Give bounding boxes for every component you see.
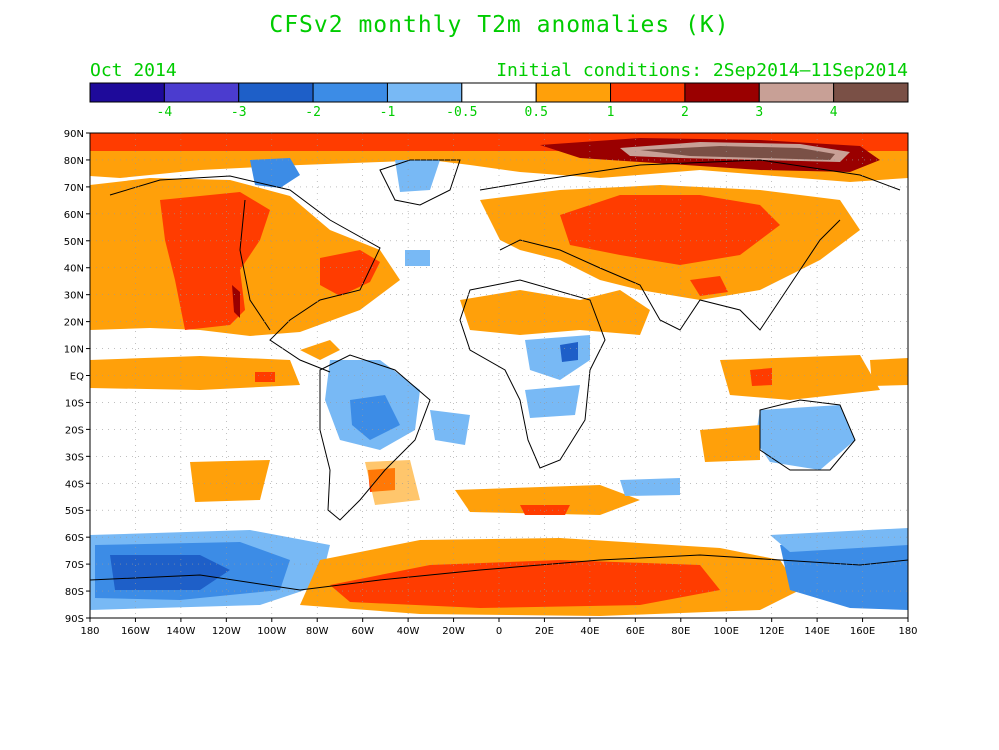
southern-ocean-red [520, 505, 570, 515]
lon-label: 60E [626, 626, 645, 637]
lon-label: 120E [759, 626, 784, 637]
e-pacific-orange [870, 358, 908, 386]
lon-label: 140W [166, 626, 195, 637]
coast-antarctica [90, 554, 908, 591]
n-africa-orange [460, 290, 650, 335]
forecast-month-label: Oct 2014 [90, 60, 177, 81]
lat-label: 50N [64, 237, 84, 248]
lat-label: 70S [65, 560, 84, 571]
anomaly-fields [90, 133, 908, 616]
lat-label: 10N [64, 345, 84, 356]
coast-australia [759, 399, 856, 471]
lon-label: 40E [580, 626, 599, 637]
colorbar-label: -0.5 [446, 105, 477, 120]
s-america-blue-dark [350, 395, 400, 440]
lon-label: 0 [496, 626, 502, 637]
lon-label: 20W [442, 626, 465, 637]
lat-label: 50S [65, 506, 84, 517]
lon-label: 80W [306, 626, 329, 637]
africa-blue-dark [560, 342, 578, 362]
coast-greenland [379, 159, 461, 206]
siberia-brown [640, 146, 835, 160]
pacific-tropical-orange [90, 356, 300, 390]
lat-label: 20S [65, 425, 84, 436]
coast-africa [459, 279, 606, 469]
lon-label: 160W [121, 626, 150, 637]
lat-label: 40S [65, 479, 84, 490]
s-america-orange [365, 460, 420, 505]
coastlines [90, 159, 908, 591]
antarctic-lightblue-east [770, 528, 908, 552]
lon-label: 180 [898, 626, 917, 637]
colorbar: -4 -3 -2 -1 -0.5 0.5 1 2 3 4 [89, 82, 909, 120]
colorbar-label: 3 [755, 105, 763, 120]
colorbar-label: 1 [607, 105, 615, 120]
antarctic-darkblue-west [110, 555, 230, 590]
colorbar-label: 2 [681, 105, 689, 120]
s-indian-blue [620, 478, 680, 496]
canada-blue [250, 158, 300, 188]
lat-label: 30S [65, 452, 84, 463]
lat-label: 80S [65, 587, 84, 598]
lon-label: 180 [80, 626, 99, 637]
chart-title: CFSv2 monthly T2m anomalies (K) [269, 12, 730, 38]
lat-label: 30N [64, 291, 84, 302]
lon-label: 120W [212, 626, 241, 637]
coast-south-america [319, 354, 431, 521]
indian-ocean-orange [700, 425, 760, 462]
lon-label: 160E [850, 626, 875, 637]
lat-label: 90N [64, 129, 84, 140]
coast-eurasia [479, 159, 901, 331]
colorbar-label: 0.5 [524, 105, 547, 120]
s-atlantic-blue [430, 410, 470, 445]
southern-ocean-orange [455, 485, 640, 515]
graticule [90, 133, 908, 618]
colorbar-label: 4 [830, 105, 838, 120]
lat-label: 60N [64, 210, 84, 221]
ne-us-red [320, 250, 380, 296]
lon-label: 140E [804, 626, 829, 637]
lat-label: 90S [65, 614, 84, 625]
colorbar-swatch [833, 82, 909, 103]
map-frame [89, 132, 909, 619]
s-pacific-orange-2 [300, 340, 340, 360]
colorbar-label: -2 [305, 105, 321, 120]
antarctic-red [330, 560, 720, 608]
lat-label: 70N [64, 183, 84, 194]
lat-label: 60S [65, 533, 84, 544]
colorbar-label: -1 [380, 105, 396, 120]
atlantic-blue [405, 250, 430, 266]
coast-north-america [109, 175, 381, 373]
s-asia-red [690, 276, 728, 296]
lat-label: 10S [65, 398, 84, 409]
lat-label: EQ [70, 372, 84, 383]
colorbar-label: -3 [231, 105, 247, 120]
nino-red [255, 372, 275, 382]
maritime-orange [720, 355, 880, 400]
lon-label: 20E [535, 626, 554, 637]
indonesia-red [750, 368, 772, 386]
lat-label: 40N [64, 264, 84, 275]
lon-label: 100W [257, 626, 286, 637]
lon-label: 100E [714, 626, 739, 637]
initial-conditions-label: Initial conditions: 2Sep2014–11Sep2014 [496, 60, 908, 81]
australia-blue [755, 405, 855, 470]
s-africa-blue [525, 385, 580, 418]
colorbar-label: -4 [157, 105, 173, 120]
lat-label: 20N [64, 318, 84, 329]
n-america-darkred [232, 285, 240, 318]
s-pacific-orange [190, 460, 270, 502]
lon-label: 80E [671, 626, 690, 637]
lat-label: 80N [64, 156, 84, 167]
russia-red [560, 195, 780, 265]
n-pacific-blue [395, 160, 440, 192]
lon-label: 40W [397, 626, 420, 637]
lon-label: 60W [351, 626, 374, 637]
